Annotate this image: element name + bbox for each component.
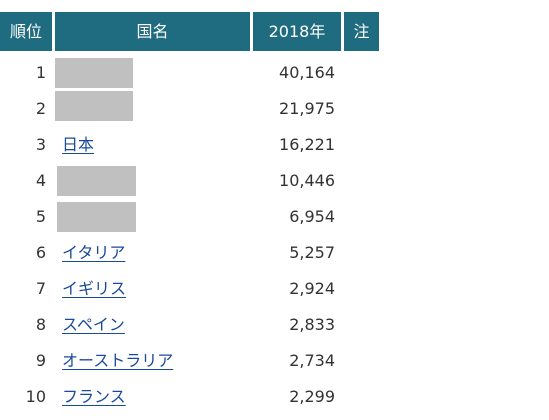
value-cell: 5,257 — [289, 243, 335, 262]
rank-cell: 5 — [35, 207, 46, 226]
rank-cell: 4 — [35, 171, 46, 190]
value-cell: 2,833 — [289, 315, 335, 334]
value-cell: 2,924 — [289, 279, 335, 298]
country-link[interactable]: イタリア — [62, 243, 126, 262]
country-link[interactable]: スペイン — [62, 315, 125, 334]
column-header-rank[interactable]: 順位 — [0, 12, 52, 51]
value-cell: 2,734 — [289, 351, 335, 370]
rank-cell: 2 — [35, 99, 46, 118]
country-link[interactable]: フランス — [62, 387, 126, 406]
redacted-country-block — [55, 91, 133, 121]
rank-cell: 10 — [25, 387, 46, 406]
column-header-country[interactable]: 国名 — [55, 12, 250, 51]
table-row: 4 10,446 — [0, 163, 380, 199]
rank-cell: 9 — [35, 351, 46, 370]
table-row: 2 21,975 — [0, 91, 380, 127]
redacted-country-block — [57, 202, 136, 232]
column-header-note[interactable]: 注 — [344, 12, 379, 51]
country-link[interactable]: 日本 — [62, 135, 95, 154]
rank-cell: 3 — [35, 135, 46, 154]
value-cell: 6,954 — [289, 207, 335, 226]
rank-cell: 6 — [35, 243, 46, 262]
country-link[interactable]: イギリス — [62, 279, 127, 298]
value-cell: 16,221 — [279, 135, 335, 154]
table-row: 9 オーストラリア 2,734 — [0, 343, 380, 379]
value-cell: 10,446 — [279, 171, 335, 190]
value-cell: 21,975 — [279, 99, 335, 118]
column-header-year[interactable]: 2018年 — [253, 12, 341, 51]
table-row: 1 40,164 — [0, 55, 380, 91]
table-row: 7 イギリス 2,924 — [0, 271, 380, 307]
rank-cell: 7 — [35, 279, 46, 298]
table-row: 6 イタリア 5,257 — [0, 235, 380, 271]
rank-cell: 1 — [35, 63, 46, 82]
redacted-country-block — [55, 58, 133, 88]
value-cell: 2,299 — [289, 387, 335, 406]
rank-cell: 8 — [35, 315, 46, 334]
table-row: 10 フランス 2,299 — [0, 379, 380, 415]
redacted-country-block — [57, 166, 136, 196]
ranking-table: 順位 国名 2018年 注 1 40,164 2 21,975 3 日本 16,… — [0, 12, 380, 415]
country-link[interactable]: オーストラリア — [62, 351, 174, 370]
value-cell: 40,164 — [279, 63, 335, 82]
table-row: 8 スペイン 2,833 — [0, 307, 380, 343]
table-row: 5 6,954 — [0, 199, 380, 235]
table-header-row: 順位 国名 2018年 注 — [0, 12, 380, 51]
table-row: 3 日本 16,221 — [0, 127, 380, 163]
